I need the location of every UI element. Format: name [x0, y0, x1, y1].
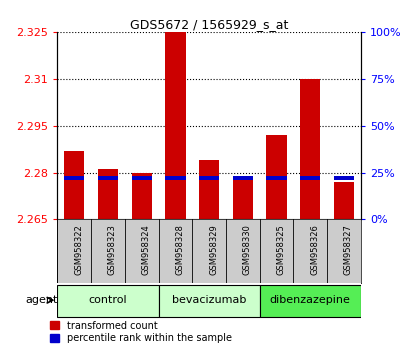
Title: GDS5672 / 1565929_s_at: GDS5672 / 1565929_s_at	[130, 18, 288, 31]
Bar	[165, 176, 185, 181]
Bar	[299, 176, 319, 181]
Bar	[266, 176, 286, 181]
Bar	[232, 179, 252, 219]
Text: control: control	[88, 295, 127, 305]
Bar	[64, 176, 84, 181]
Bar	[259, 285, 360, 317]
Text: GSM958323: GSM958323	[108, 224, 117, 275]
Bar	[333, 176, 353, 181]
Bar	[165, 32, 185, 219]
Bar	[198, 176, 219, 181]
Text: GSM958325: GSM958325	[276, 224, 285, 275]
Bar	[333, 182, 353, 219]
Bar	[198, 160, 219, 219]
Bar	[98, 176, 118, 181]
Bar	[98, 170, 118, 219]
Text: GSM958327: GSM958327	[343, 224, 352, 275]
Text: bevacizumab: bevacizumab	[171, 295, 246, 305]
Bar	[57, 285, 158, 317]
Text: GSM958329: GSM958329	[209, 224, 218, 275]
Text: GSM958326: GSM958326	[310, 224, 319, 275]
Bar	[131, 176, 151, 181]
Bar	[131, 172, 151, 219]
Bar	[64, 151, 84, 219]
Text: GSM958322: GSM958322	[74, 224, 83, 275]
Text: GSM958328: GSM958328	[175, 224, 184, 275]
Text: GSM958330: GSM958330	[242, 224, 251, 275]
Bar	[232, 176, 252, 181]
Bar	[266, 135, 286, 219]
Text: dibenzazepine: dibenzazepine	[269, 295, 350, 305]
Legend: transformed count, percentile rank within the sample: transformed count, percentile rank withi…	[46, 317, 236, 347]
Text: GSM958324: GSM958324	[142, 224, 151, 275]
Text: agent: agent	[25, 295, 57, 305]
Bar	[299, 79, 319, 219]
Bar	[158, 285, 259, 317]
